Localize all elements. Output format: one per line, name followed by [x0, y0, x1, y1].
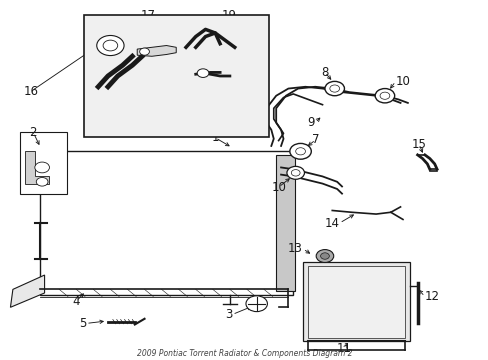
Polygon shape	[25, 151, 49, 184]
Text: 16: 16	[24, 85, 39, 98]
Text: 8: 8	[321, 66, 328, 79]
Circle shape	[286, 166, 304, 179]
Circle shape	[140, 48, 149, 55]
Bar	[307, 266, 405, 338]
Circle shape	[379, 92, 389, 99]
Text: 13: 13	[287, 242, 303, 255]
Circle shape	[291, 170, 300, 176]
Text: 10: 10	[395, 75, 410, 88]
Text: 7: 7	[311, 133, 319, 146]
Circle shape	[374, 89, 394, 103]
Circle shape	[36, 177, 48, 186]
Bar	[20, 132, 66, 194]
Text: 6: 6	[239, 95, 246, 108]
Polygon shape	[137, 45, 176, 56]
Text: 15: 15	[411, 138, 426, 150]
Bar	[83, 15, 268, 137]
Circle shape	[103, 40, 118, 51]
Circle shape	[197, 69, 208, 77]
Circle shape	[316, 249, 333, 262]
Text: 9: 9	[307, 116, 315, 129]
Text: 12: 12	[424, 290, 439, 303]
Polygon shape	[10, 275, 44, 307]
Text: 5: 5	[79, 317, 86, 330]
Circle shape	[295, 148, 305, 155]
Text: 2009 Pontiac Torrent Radiator & Components Diagram 2: 2009 Pontiac Torrent Radiator & Componen…	[137, 348, 351, 357]
Text: 4: 4	[72, 295, 80, 308]
Text: 19: 19	[221, 9, 236, 22]
Text: 1: 1	[211, 131, 219, 144]
Bar	[40, 151, 293, 295]
Text: 11: 11	[336, 342, 351, 355]
Text: 10: 10	[271, 181, 285, 194]
Bar	[276, 155, 294, 291]
Text: 2: 2	[30, 126, 37, 139]
Circle shape	[245, 296, 267, 312]
Text: 18: 18	[175, 77, 189, 90]
Circle shape	[97, 36, 124, 55]
Text: 20: 20	[105, 51, 120, 64]
Circle shape	[325, 81, 344, 96]
Circle shape	[35, 162, 49, 173]
Circle shape	[320, 253, 329, 259]
Text: 17: 17	[140, 9, 155, 22]
Text: 14: 14	[324, 216, 339, 230]
Text: 3: 3	[224, 308, 232, 321]
Circle shape	[289, 143, 311, 159]
Circle shape	[329, 85, 339, 92]
Bar	[303, 262, 409, 341]
